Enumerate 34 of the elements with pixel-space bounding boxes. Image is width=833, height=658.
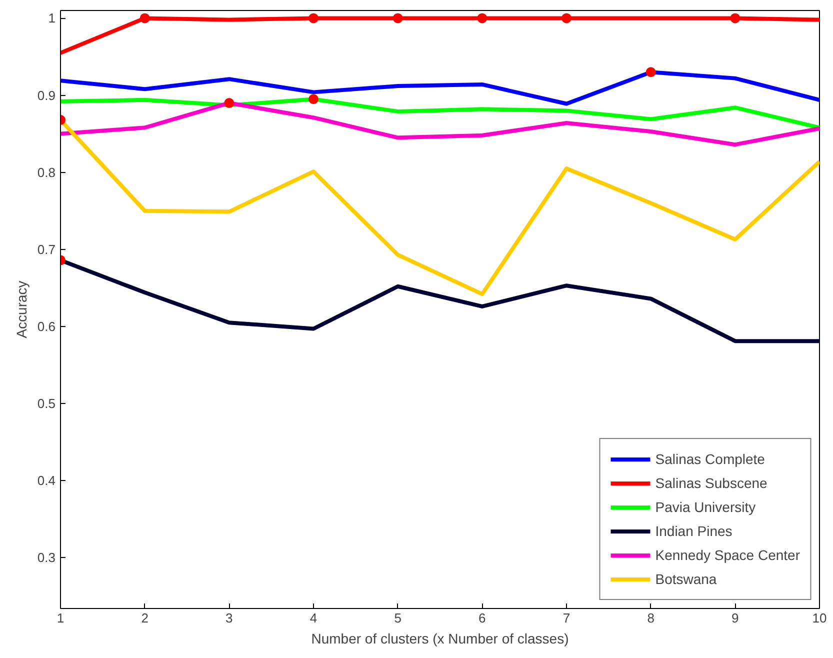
x-tick-label: 6 [478, 610, 486, 626]
y-tick-label: 0.6 [37, 318, 56, 334]
legend-label: Salinas Subscene [655, 475, 768, 491]
point [562, 13, 572, 24]
point [477, 13, 488, 24]
y-tick-label: 0.9 [37, 88, 56, 103]
x-tick-label: 3 [226, 610, 233, 626]
x-tick-label: 9 [732, 610, 739, 626]
legend-label: Botswana [655, 571, 717, 587]
y-tick-label: 1 [48, 10, 56, 26]
x-axis-title: Number of clusters (x Number of classes) [311, 630, 569, 646]
point [730, 13, 740, 24]
y-tick-label: 0.5 [37, 396, 56, 412]
point [224, 98, 234, 108]
x-tick-label: 10 [812, 610, 827, 626]
y-tick-label: 0.3 [37, 550, 56, 566]
legend-label: Indian Pines [655, 523, 732, 539]
y-axis-title: Accuracy [13, 280, 30, 338]
legend-label: Pavia University [655, 499, 756, 515]
x-tick-label: 7 [562, 610, 570, 626]
x-tick-label: 2 [141, 610, 148, 626]
point [392, 13, 403, 24]
point [308, 94, 318, 104]
y-tick-label: 0.8 [37, 164, 56, 180]
x-tick-label: 5 [394, 610, 402, 626]
legend-label: Kennedy Space Center [655, 547, 800, 563]
point [140, 13, 150, 24]
x-tick-label: 4 [310, 610, 318, 626]
point [646, 67, 656, 78]
point [308, 13, 318, 24]
y-tick-label: 0.4 [37, 473, 56, 488]
y-tick-label: 0.7 [37, 242, 56, 257]
legend-label: Salinas Complete [655, 451, 765, 467]
x-tick-label: 8 [647, 610, 654, 626]
